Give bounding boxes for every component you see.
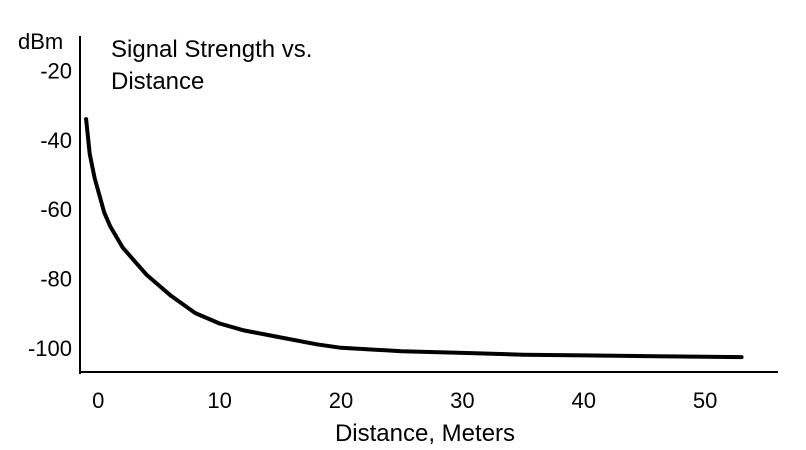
- x-tick-label: 40: [572, 388, 596, 413]
- y-tick-label: -60: [40, 197, 72, 222]
- y-tick-labels: -20 -40 -60 -80 -100: [28, 59, 72, 361]
- y-tick-label: -80: [40, 266, 72, 291]
- x-tick-label: 20: [329, 388, 353, 413]
- y-tick-label: -20: [40, 59, 72, 84]
- x-tick-labels: 0 10 20 30 40 50: [92, 388, 717, 413]
- chart-title-line-1: Signal Strength vs.: [111, 36, 312, 63]
- y-tick-label: -100: [28, 336, 72, 361]
- y-tick-label: -40: [40, 128, 72, 153]
- x-axis-label: Distance, Meters: [335, 420, 515, 447]
- x-tick-label: 50: [693, 388, 717, 413]
- chart-title-line-2: Distance: [111, 68, 204, 95]
- y-axis-label: dBm: [18, 29, 63, 54]
- series-line: [84, 117, 744, 360]
- x-tick-label: 0: [92, 388, 104, 413]
- series-group: [84, 117, 744, 360]
- x-tick-label: 10: [207, 388, 231, 413]
- x-tick-label: 30: [450, 388, 474, 413]
